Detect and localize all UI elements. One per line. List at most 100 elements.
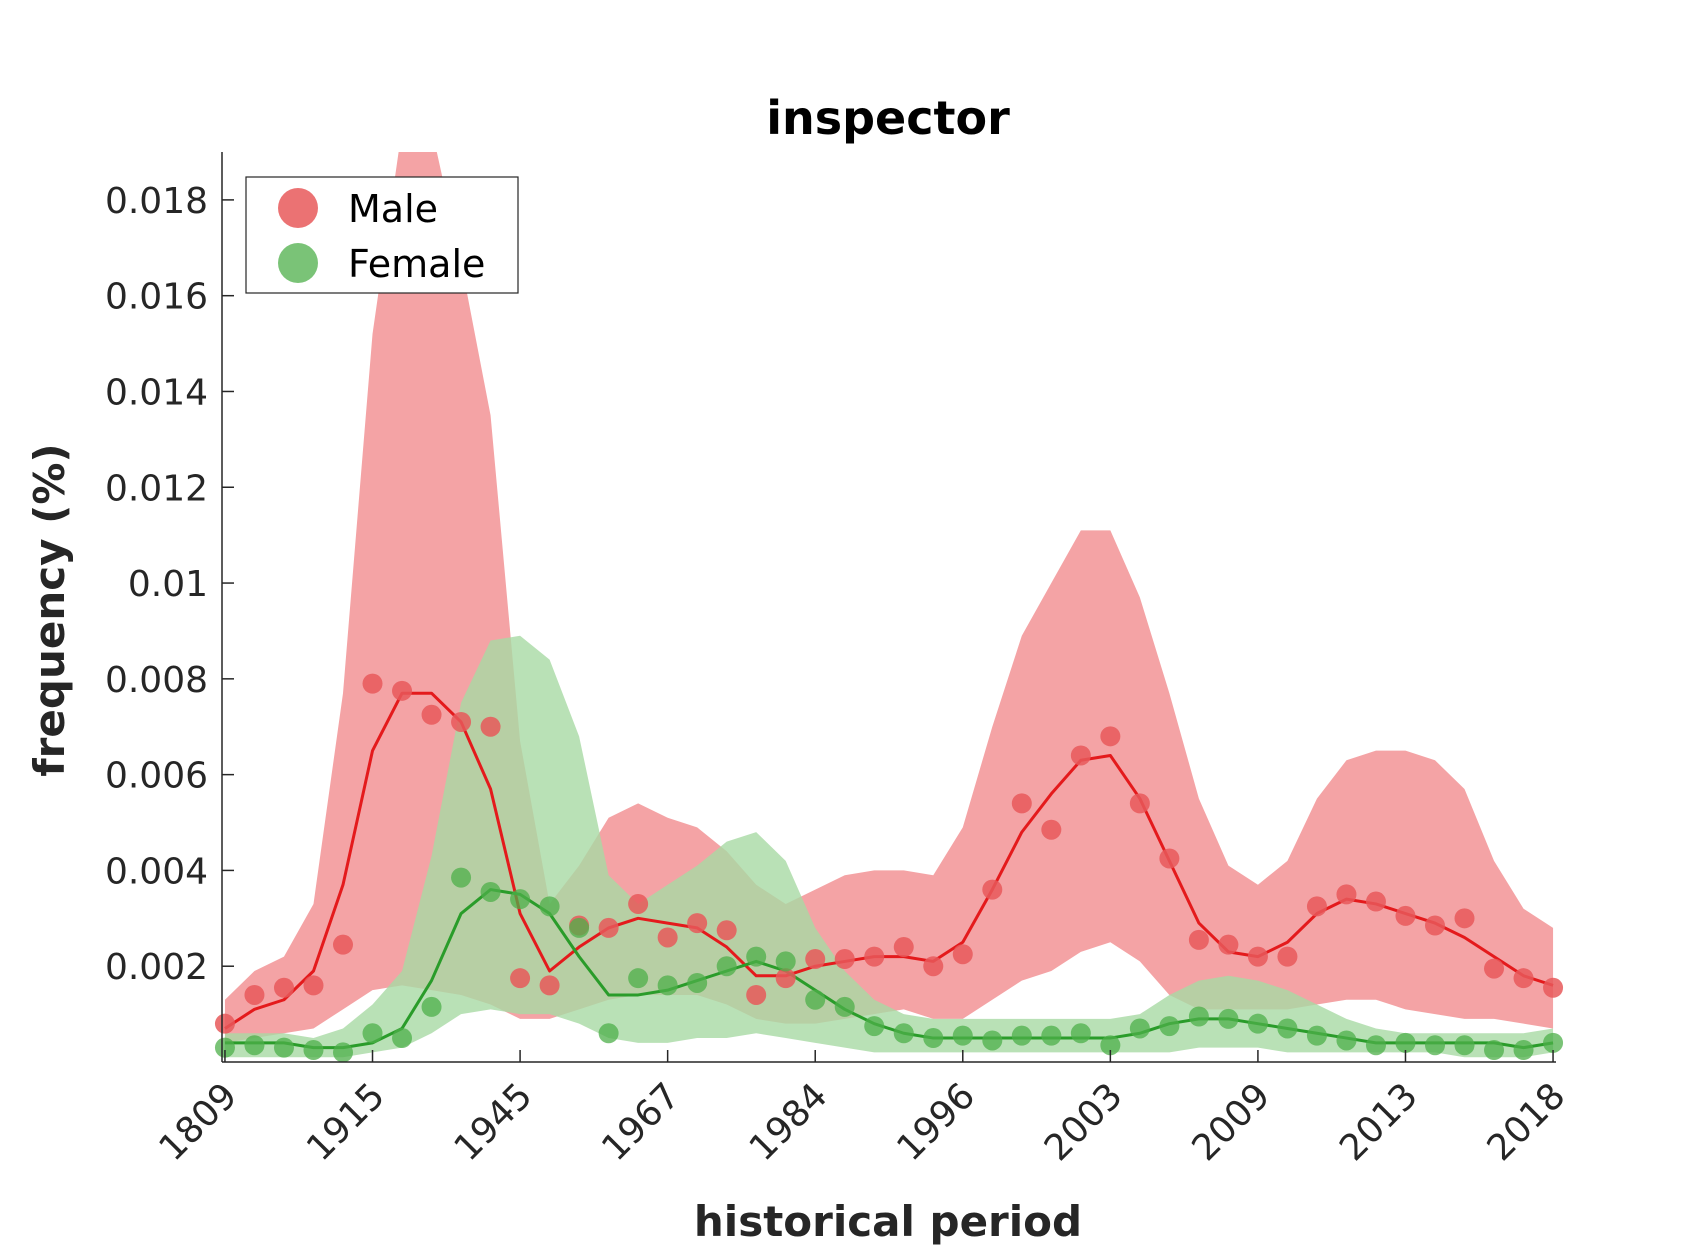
data-point-male xyxy=(982,879,1003,900)
data-point-female xyxy=(775,951,796,972)
data-point-female xyxy=(657,975,678,996)
confidence-bands xyxy=(224,152,1554,1058)
data-point-female xyxy=(687,972,708,993)
trend-line-male xyxy=(224,691,1554,1030)
data-point-male xyxy=(303,975,324,996)
y-tick-label: 0.002 xyxy=(105,947,208,988)
data-point-male xyxy=(1365,891,1386,912)
data-point-female xyxy=(1306,1025,1327,1046)
data-point-female xyxy=(1011,1025,1032,1046)
data-point-male xyxy=(1425,915,1445,936)
data-point-female xyxy=(1277,1018,1298,1039)
data-point-male xyxy=(362,673,383,694)
data-point-female xyxy=(421,996,442,1017)
data-point-male xyxy=(687,913,708,934)
y-tick-label: 0.018 xyxy=(105,181,208,222)
data-point-male xyxy=(273,977,294,998)
data-point-male xyxy=(333,934,353,955)
data-point-male xyxy=(775,968,796,989)
data-point-female xyxy=(273,1037,294,1058)
data-point-female xyxy=(628,968,649,989)
plot-area xyxy=(214,152,1564,1063)
data-point-male xyxy=(1277,946,1298,967)
chart-title: inspector xyxy=(766,91,1010,145)
data-point-female xyxy=(1425,1035,1445,1056)
y-tick-label: 0.01 xyxy=(128,564,208,605)
data-point-male xyxy=(244,984,265,1005)
data-point-female xyxy=(303,1040,324,1061)
band-female xyxy=(224,635,1554,1058)
data-point-female xyxy=(1543,1032,1564,1053)
data-point-male xyxy=(539,975,560,996)
data-point-female xyxy=(598,1023,619,1044)
data-point-female xyxy=(1041,1025,1062,1046)
data-point-male xyxy=(392,680,413,701)
data-point-male xyxy=(214,1013,235,1034)
data-point-male xyxy=(1188,929,1209,950)
legend: Male Female xyxy=(245,176,519,294)
trend-lines xyxy=(224,691,1554,1050)
data-point-female xyxy=(569,917,590,938)
data-point-male xyxy=(1513,968,1534,989)
data-point-female xyxy=(1365,1035,1386,1056)
data-point-female xyxy=(952,1025,973,1046)
legend-label-male: Male xyxy=(348,187,438,231)
data-point-male xyxy=(1011,793,1032,814)
data-point-female xyxy=(1395,1032,1416,1053)
data-point-female xyxy=(805,989,826,1010)
data-point-male xyxy=(1041,819,1062,840)
y-tick-label: 0.014 xyxy=(105,372,208,413)
data-point-male xyxy=(1484,958,1505,979)
data-point-male xyxy=(1218,934,1239,955)
data-point-female xyxy=(923,1028,944,1049)
data-point-male xyxy=(834,949,855,970)
data-point-male xyxy=(480,716,501,737)
data-point-female xyxy=(362,1023,383,1044)
data-point-male xyxy=(923,956,944,977)
data-point-male xyxy=(421,704,442,725)
x-axis-title: historical period xyxy=(694,1197,1082,1246)
data-point-male xyxy=(893,937,914,958)
data-point-female xyxy=(244,1035,265,1056)
data-point-female xyxy=(746,946,767,967)
data-point-male xyxy=(1306,896,1327,917)
data-point-male xyxy=(864,946,885,967)
data-point-male xyxy=(1159,848,1180,869)
data-point-male xyxy=(1336,884,1357,905)
y-tick-label: 0.004 xyxy=(105,851,208,892)
data-point-male xyxy=(628,893,649,914)
data-point-female xyxy=(1454,1035,1475,1056)
data-point-female xyxy=(333,1042,353,1063)
data-point-male xyxy=(716,920,737,941)
data-point-male xyxy=(805,949,826,970)
data-point-male xyxy=(1070,745,1091,766)
data-point-male xyxy=(952,944,973,965)
data-point-female xyxy=(1129,1018,1150,1039)
data-point-female xyxy=(1484,1040,1505,1061)
data-point-female xyxy=(1188,1006,1209,1027)
legend-marker-male xyxy=(278,188,318,228)
data-point-female xyxy=(214,1037,235,1058)
data-point-male xyxy=(746,984,767,1005)
data-point-male xyxy=(1454,908,1475,929)
data-point-female xyxy=(834,996,855,1017)
data-point-female xyxy=(982,1030,1003,1051)
y-axis-title: frequency (%) xyxy=(25,443,74,776)
data-point-female xyxy=(1159,1016,1180,1037)
data-point-male xyxy=(1395,905,1416,926)
data-point-female xyxy=(1336,1030,1357,1051)
data-point-male xyxy=(1543,977,1564,998)
data-point-male xyxy=(451,711,472,732)
data-point-male xyxy=(1247,946,1268,967)
data-point-male xyxy=(1100,726,1121,747)
data-point-female xyxy=(1218,1008,1239,1029)
data-point-female xyxy=(1513,1040,1534,1061)
legend-label-female: Female xyxy=(348,242,485,286)
y-tick-label: 0.012 xyxy=(105,468,208,509)
data-point-female xyxy=(1070,1023,1091,1044)
data-markers xyxy=(214,673,1564,1063)
y-tick-label: 0.008 xyxy=(105,660,208,701)
data-point-female xyxy=(480,881,501,902)
data-point-male xyxy=(1129,793,1150,814)
